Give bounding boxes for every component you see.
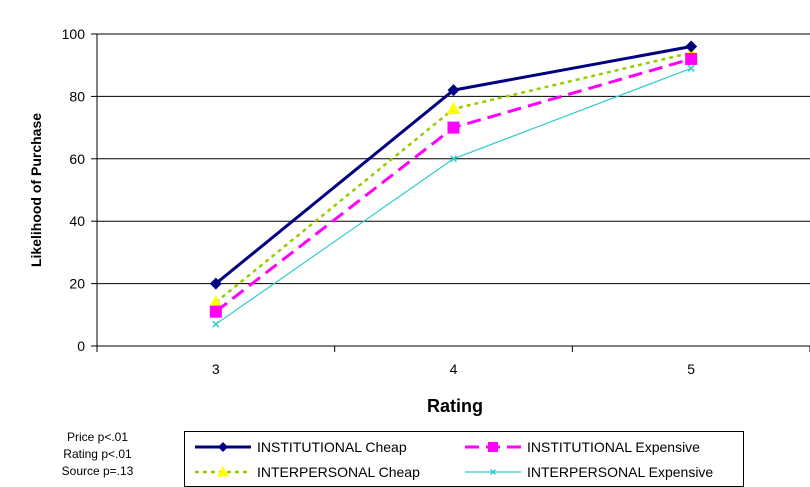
marker-triangle	[446, 101, 461, 115]
source-significance: Source p=.13	[61, 464, 134, 478]
legend-swatch	[465, 442, 521, 452]
axes	[91, 33, 810, 352]
x-axis-title: Rating	[427, 396, 483, 416]
y-axis-title: Likelihood of Purchase	[28, 113, 44, 267]
significance-notes: Price p<.01 Rating p<.01 Source p=.13	[50, 429, 145, 480]
marker-x-stroke	[490, 469, 496, 475]
marker-x-stroke	[687, 64, 695, 72]
series-lines	[208, 40, 699, 328]
y-tick-label: 40	[69, 213, 85, 229]
legend-swatch	[195, 465, 251, 477]
marker-square	[209, 305, 222, 318]
x-tick-label: 4	[450, 361, 458, 377]
marker-x	[687, 64, 695, 72]
legend-label: INTERPERSONAL Cheap	[257, 464, 420, 480]
series-institutional-cheap	[209, 40, 698, 290]
marker-x-stroke	[449, 155, 458, 163]
marker-x	[490, 469, 496, 475]
marker-triangle	[208, 295, 223, 308]
legend-label: INSTITUTIONAL Cheap	[257, 439, 407, 455]
x-tick-label: 5	[687, 361, 695, 377]
rating-significance: Rating p<.01	[63, 447, 132, 461]
x-tick-labels: 3 4 5	[212, 361, 695, 377]
legend-item: INTERPERSONAL Cheap	[193, 462, 420, 482]
marker-x	[212, 320, 220, 328]
legend-item: INSTITUTIONAL Expensive	[463, 437, 700, 457]
marker-diamond	[685, 40, 698, 53]
price-significance: Price p<.01	[66, 430, 129, 444]
legend-swatch	[465, 469, 521, 475]
marker-x	[449, 155, 458, 163]
series-interpersonal-expensive	[212, 64, 695, 328]
y-tick-label: 100	[62, 26, 86, 42]
legend-item: INSTITUTIONAL Cheap	[193, 437, 407, 457]
x-tick-label: 3	[212, 361, 220, 377]
legend-item: INTERPERSONAL Expensive	[463, 462, 713, 482]
marker-triangle	[217, 465, 229, 477]
marker-square	[447, 121, 460, 134]
y-tick-label: 0	[77, 338, 85, 354]
y-tick-labels: 0 20 40 60 80 100	[62, 26, 86, 354]
marker-x-stroke	[212, 320, 220, 328]
legend-swatch	[195, 442, 251, 452]
marker-diamond	[209, 277, 222, 290]
legend-label: INSTITUTIONAL Expensive	[527, 439, 700, 455]
y-tick-label: 20	[69, 276, 85, 292]
series-institutional-expensive	[209, 52, 698, 318]
legend-label: INTERPERSONAL Expensive	[527, 464, 714, 480]
marker-diamond	[447, 84, 460, 97]
marker-square	[488, 442, 498, 452]
y-tick-label: 80	[69, 88, 85, 104]
legend: INSTITUTIONAL Cheap INSTITUTIONAL Expensi…	[184, 431, 744, 487]
y-tick-label: 60	[69, 151, 85, 167]
series-line	[214, 45, 692, 285]
marker-diamond	[218, 442, 228, 452]
marker-square	[685, 52, 698, 65]
line-chart: 0 20 40 60 80 100 3 4 5 Rating Likelihood of Pu…	[28, 26, 810, 416]
